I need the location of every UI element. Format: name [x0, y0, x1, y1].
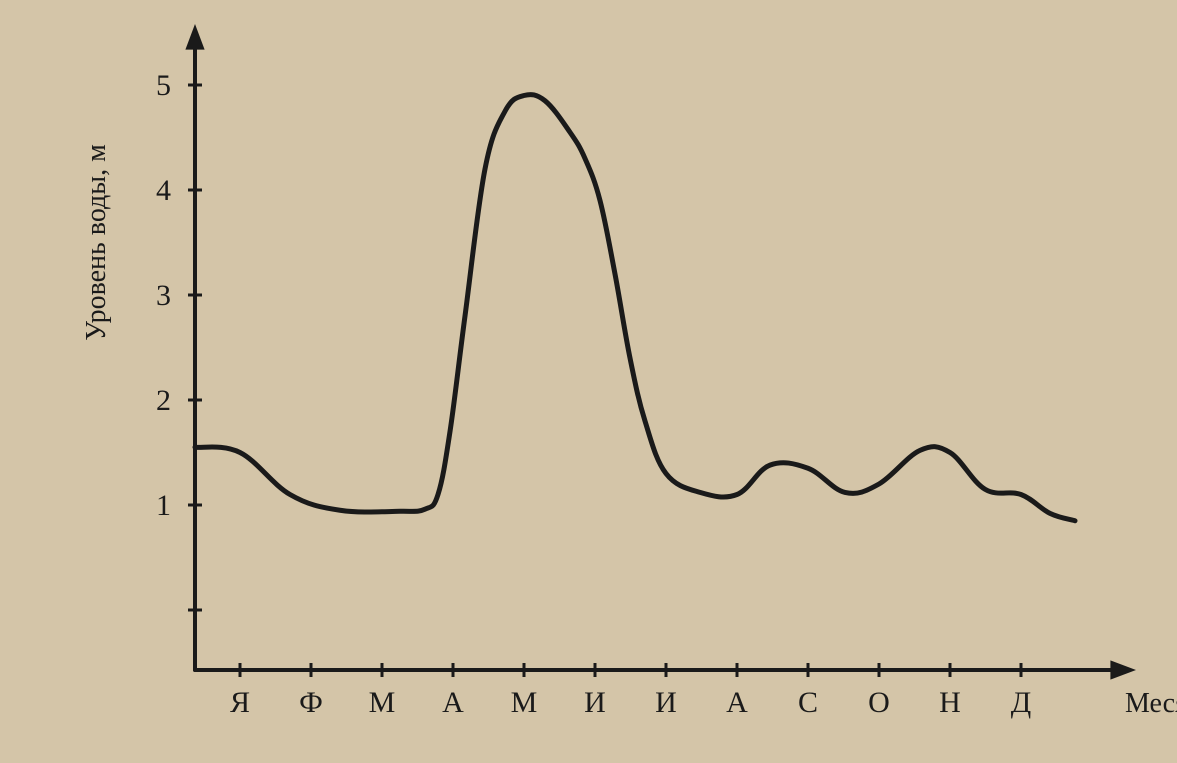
x-axis-label: Месяцы [1125, 688, 1177, 719]
x-tick-label: С [798, 686, 818, 719]
x-tick-label: Я [230, 686, 250, 719]
x-tick-label: М [369, 686, 396, 719]
y-tick-label: 5 [156, 69, 171, 102]
chart-container: 5 4 3 2 1 Уровень воды, м Я Ф М А М И И А С О Н Д Месяцы [0, 0, 1177, 763]
y-tick-label: 1 [156, 489, 171, 522]
y-tick-label: 4 [156, 174, 171, 207]
x-tick-label: И [584, 686, 606, 719]
y-tick-label: 2 [156, 384, 171, 417]
x-tick-label: Ф [299, 686, 323, 719]
y-axis-label: Уровень воды, м [81, 144, 112, 341]
x-tick-label: М [511, 686, 538, 719]
x-tick-label: Д [1011, 686, 1031, 719]
x-tick-label: А [726, 686, 748, 719]
y-tick-label: 3 [156, 279, 171, 312]
x-tick-label: И [655, 686, 677, 719]
x-tick-label: О [868, 686, 890, 719]
x-tick-label: А [442, 686, 464, 719]
x-tick-label: Н [939, 686, 961, 719]
hydrograph-chart: 5 4 3 2 1 Уровень воды, м Я Ф М А М И И А С О Н Д Месяцы [0, 0, 1177, 763]
